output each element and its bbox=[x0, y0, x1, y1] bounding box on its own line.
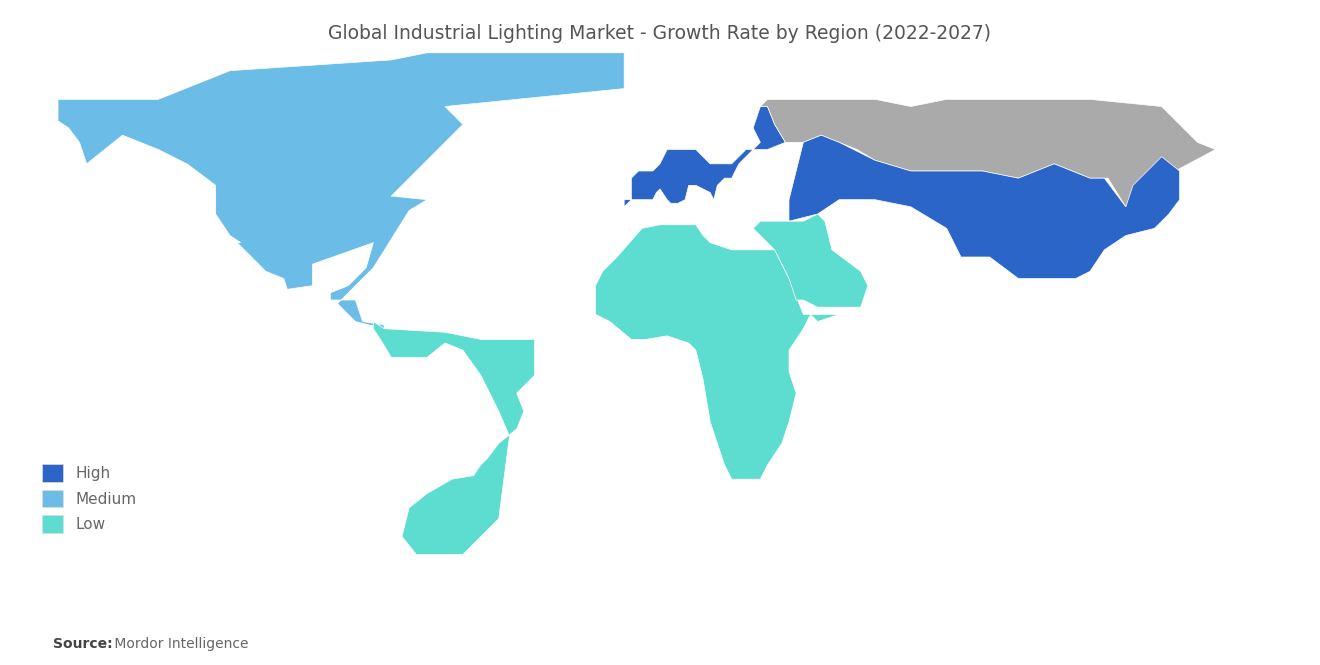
Polygon shape bbox=[754, 214, 867, 307]
Polygon shape bbox=[58, 53, 624, 329]
Polygon shape bbox=[789, 135, 1180, 279]
Text: Source:: Source: bbox=[53, 637, 112, 652]
Polygon shape bbox=[595, 225, 840, 479]
Legend: High, Medium, Low: High, Medium, Low bbox=[36, 458, 143, 539]
Polygon shape bbox=[374, 321, 535, 555]
Polygon shape bbox=[760, 99, 1216, 207]
Polygon shape bbox=[624, 106, 785, 228]
Text: Mordor Intelligence: Mordor Intelligence bbox=[110, 637, 248, 652]
Title: Global Industrial Lighting Market - Growth Rate by Region (2022-2027): Global Industrial Lighting Market - Grow… bbox=[329, 24, 991, 43]
